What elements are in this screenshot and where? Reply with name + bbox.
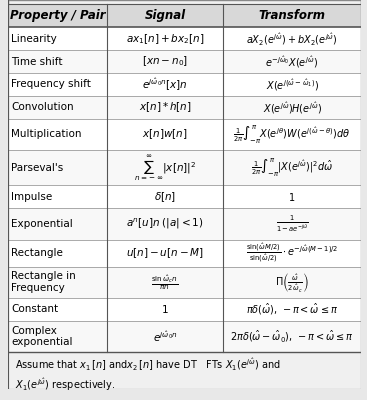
- Text: $\frac{\sin\hat{\omega}_c n}{\pi n}$: $\frac{\sin\hat{\omega}_c n}{\pi n}$: [151, 272, 179, 292]
- FancyBboxPatch shape: [8, 298, 361, 321]
- FancyBboxPatch shape: [8, 0, 361, 389]
- Text: $a^n[u]n\;(|a|<1)$: $a^n[u]n\;(|a|<1)$: [126, 217, 204, 231]
- Text: Exponential: Exponential: [11, 219, 73, 229]
- Text: $aX_2(e^{j\hat{\omega}})+bX_2(e^{j\hat{\omega}})$: $aX_2(e^{j\hat{\omega}})+bX_2(e^{j\hat{\…: [246, 30, 338, 47]
- Text: Complex
exponential: Complex exponential: [11, 326, 73, 347]
- Text: $x[n]*h[n]$: $x[n]*h[n]$: [139, 100, 191, 114]
- FancyBboxPatch shape: [8, 352, 361, 389]
- FancyBboxPatch shape: [8, 96, 361, 119]
- Text: Constant: Constant: [11, 304, 59, 314]
- Text: $e^{-j\hat{\omega}_0}X(e^{j\hat{\omega}})$: $e^{-j\hat{\omega}_0}X(e^{j\hat{\omega}}…: [265, 54, 319, 70]
- Text: $[xn-n_0]$: $[xn-n_0]$: [142, 55, 188, 68]
- Text: $\Pi\left(\frac{\hat{\omega}}{2\hat{\omega}_c}\right)$: $\Pi\left(\frac{\hat{\omega}}{2\hat{\ome…: [275, 271, 309, 294]
- Text: $e^{j\hat{\omega}_0 n}$: $e^{j\hat{\omega}_0 n}$: [153, 329, 177, 344]
- Text: Transform: Transform: [258, 9, 326, 22]
- Text: $\frac{1}{2\pi}\int_{-\pi}^{\pi}X(e^{j\theta})W(e^{j(\hat{\omega}-\theta)})d\the: $\frac{1}{2\pi}\int_{-\pi}^{\pi}X(e^{j\t…: [233, 123, 350, 146]
- FancyBboxPatch shape: [8, 50, 361, 73]
- Text: Multiplication: Multiplication: [11, 130, 82, 140]
- FancyBboxPatch shape: [8, 150, 361, 186]
- Text: $X(e^{j\hat{\omega}})H(e^{j\hat{\omega}})$: $X(e^{j\hat{\omega}})H(e^{j\hat{\omega}}…: [262, 99, 321, 116]
- Text: $ax_1[n]+bx_2[n]$: $ax_1[n]+bx_2[n]$: [126, 32, 204, 46]
- FancyBboxPatch shape: [8, 267, 361, 298]
- Text: $\frac{1}{2\pi}\int_{-\pi}^{\pi}|X(e^{j\hat{\omega}})|^2d\hat{\omega}$: $\frac{1}{2\pi}\int_{-\pi}^{\pi}|X(e^{j\…: [251, 157, 333, 179]
- Text: $1$: $1$: [288, 191, 296, 203]
- Text: Impulse: Impulse: [11, 192, 53, 202]
- FancyBboxPatch shape: [8, 73, 361, 96]
- Text: $2\pi\delta(\hat{\omega}-\hat{\omega}_0),\,-\pi<\hat{\omega}\leq\pi$: $2\pi\delta(\hat{\omega}-\hat{\omega}_0)…: [230, 328, 354, 344]
- FancyBboxPatch shape: [8, 4, 361, 27]
- Text: $\delta[n]$: $\delta[n]$: [154, 190, 176, 204]
- Text: Convolution: Convolution: [11, 102, 74, 112]
- FancyBboxPatch shape: [8, 208, 361, 240]
- FancyBboxPatch shape: [8, 27, 361, 50]
- Text: Signal: Signal: [145, 9, 186, 22]
- Text: Frequency shift: Frequency shift: [11, 80, 91, 90]
- Text: $\frac{1}{1-ae^{-j\hat{\omega}}}$: $\frac{1}{1-ae^{-j\hat{\omega}}}$: [276, 214, 309, 234]
- Text: Assume that $x_1\,[n]$ and$x_2\,[n]$ have DT   FTs $X_1(e^{j\hat{\omega}})$ and
: Assume that $x_1\,[n]$ and$x_2\,[n]$ hav…: [15, 356, 281, 393]
- Text: $\pi\delta(\hat{\omega}),\,-\pi<\hat{\omega}\leq\pi$: $\pi\delta(\hat{\omega}),\,-\pi<\hat{\om…: [246, 302, 338, 317]
- Text: $1$: $1$: [161, 303, 169, 315]
- Text: $x[n]w[n]$: $x[n]w[n]$: [142, 128, 188, 141]
- Text: $\sum_{n=-\infty}^{\infty}|x[n]|^2$: $\sum_{n=-\infty}^{\infty}|x[n]|^2$: [134, 153, 196, 183]
- Text: Property / Pair: Property / Pair: [10, 9, 105, 22]
- FancyBboxPatch shape: [8, 119, 361, 150]
- Text: $\frac{\sin(\hat{\omega}M/2)}{\sin(\hat{\omega}/2)}\cdot e^{-j\hat{\omega}(M-1)/: $\frac{\sin(\hat{\omega}M/2)}{\sin(\hat{…: [246, 241, 338, 265]
- Text: $u[n]-u[n-M]$: $u[n]-u[n-M]$: [126, 246, 204, 260]
- FancyBboxPatch shape: [8, 321, 361, 352]
- Text: Linearity: Linearity: [11, 34, 57, 44]
- Text: Rectangle in
Frequency: Rectangle in Frequency: [11, 272, 76, 293]
- Text: Parseval's: Parseval's: [11, 163, 64, 173]
- Text: $X(e^{j(\hat{\omega}-\hat{\omega}_1)})$: $X(e^{j(\hat{\omega}-\hat{\omega}_1)})$: [266, 76, 319, 93]
- FancyBboxPatch shape: [8, 186, 361, 208]
- FancyBboxPatch shape: [8, 240, 361, 267]
- Text: Time shift: Time shift: [11, 56, 63, 66]
- Text: Rectangle: Rectangle: [11, 248, 63, 258]
- Text: $e^{j\hat{\omega}_0n}[x]n$: $e^{j\hat{\omega}_0n}[x]n$: [142, 76, 188, 93]
